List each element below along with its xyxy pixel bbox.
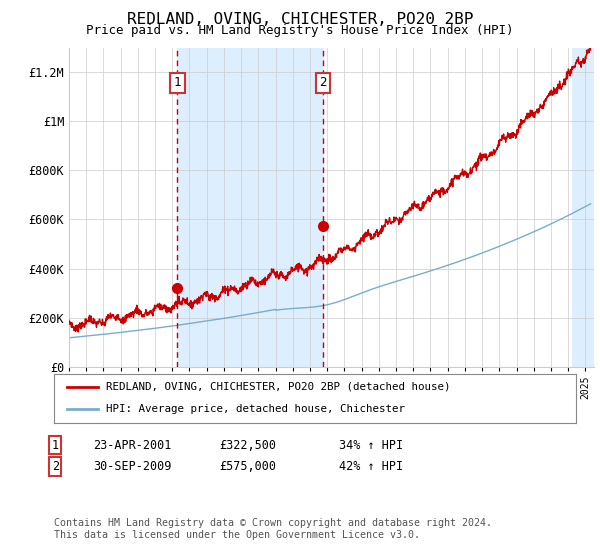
Text: £575,000: £575,000 (219, 460, 276, 473)
Bar (572, 48, 594, 367)
Text: £322,500: £322,500 (219, 438, 276, 452)
Text: 1: 1 (52, 438, 59, 452)
Text: HPI: Average price, detached house, Chichester: HPI: Average price, detached house, Chic… (106, 404, 405, 414)
Text: Contains HM Land Registry data © Crown copyright and database right 2024.
This d: Contains HM Land Registry data © Crown c… (54, 518, 492, 540)
Text: 34% ↑ HPI: 34% ↑ HPI (339, 438, 403, 452)
Text: 2: 2 (52, 460, 59, 473)
Text: 30-SEP-2009: 30-SEP-2009 (93, 460, 172, 473)
Text: 42% ↑ HPI: 42% ↑ HPI (339, 460, 403, 473)
Text: 1: 1 (173, 76, 181, 89)
Text: 2: 2 (319, 76, 326, 89)
Text: REDLAND, OVING, CHICHESTER, PO20 2BP: REDLAND, OVING, CHICHESTER, PO20 2BP (127, 12, 473, 27)
Text: Price paid vs. HM Land Registry's House Price Index (HPI): Price paid vs. HM Land Registry's House … (86, 24, 514, 37)
Bar (178, 48, 323, 367)
Text: 23-APR-2001: 23-APR-2001 (93, 438, 172, 452)
Text: REDLAND, OVING, CHICHESTER, PO20 2BP (detached house): REDLAND, OVING, CHICHESTER, PO20 2BP (de… (106, 382, 451, 392)
